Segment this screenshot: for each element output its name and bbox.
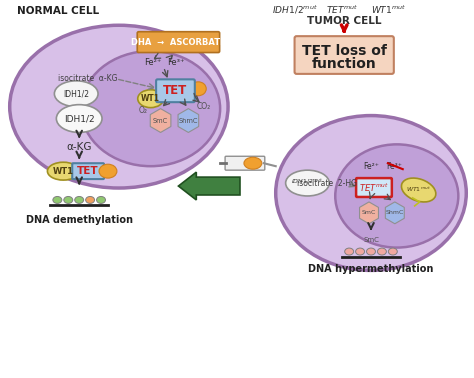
Polygon shape bbox=[385, 202, 404, 224]
Ellipse shape bbox=[366, 248, 375, 255]
Text: $WT1^{mut}$: $WT1^{mut}$ bbox=[406, 186, 431, 194]
FancyBboxPatch shape bbox=[72, 163, 104, 179]
Text: SmC: SmC bbox=[153, 118, 168, 124]
Ellipse shape bbox=[75, 197, 83, 203]
Polygon shape bbox=[360, 202, 378, 224]
Ellipse shape bbox=[47, 162, 79, 180]
Text: O₂: O₂ bbox=[138, 106, 147, 115]
Text: IDH1/2: IDH1/2 bbox=[63, 89, 89, 98]
Ellipse shape bbox=[401, 178, 436, 202]
Text: WT1: WT1 bbox=[53, 167, 74, 176]
Ellipse shape bbox=[244, 157, 262, 169]
Ellipse shape bbox=[56, 105, 102, 132]
Text: WT1: WT1 bbox=[141, 94, 160, 103]
Polygon shape bbox=[150, 108, 171, 132]
Text: isocitrate  2-HG: isocitrate 2-HG bbox=[297, 178, 357, 187]
FancyBboxPatch shape bbox=[356, 178, 392, 197]
Text: SmC: SmC bbox=[363, 237, 379, 243]
Ellipse shape bbox=[81, 51, 220, 166]
Text: NORMAL CELL: NORMAL CELL bbox=[17, 6, 99, 16]
Text: TUMOR CELL: TUMOR CELL bbox=[307, 16, 382, 26]
Text: DNA demethylation: DNA demethylation bbox=[26, 215, 133, 225]
FancyBboxPatch shape bbox=[156, 79, 195, 102]
Text: Fe²⁺: Fe²⁺ bbox=[363, 162, 379, 171]
Text: Fe³⁺: Fe³⁺ bbox=[386, 162, 402, 171]
Ellipse shape bbox=[64, 197, 73, 203]
Text: isocitrate  α-KG: isocitrate α-KG bbox=[58, 74, 118, 83]
Ellipse shape bbox=[335, 144, 458, 248]
Ellipse shape bbox=[356, 248, 365, 255]
Ellipse shape bbox=[138, 90, 164, 108]
Text: $IDH1/2^{mut}$: $IDH1/2^{mut}$ bbox=[272, 3, 318, 15]
Ellipse shape bbox=[191, 82, 206, 96]
Text: $TET^{mut}$: $TET^{mut}$ bbox=[326, 3, 358, 15]
Text: TET: TET bbox=[77, 166, 99, 176]
FancyBboxPatch shape bbox=[225, 156, 265, 170]
Text: ShmC: ShmC bbox=[386, 210, 404, 215]
Ellipse shape bbox=[97, 197, 106, 203]
Polygon shape bbox=[178, 108, 199, 132]
Ellipse shape bbox=[53, 197, 62, 203]
Ellipse shape bbox=[86, 197, 95, 203]
Text: α-KG: α-KG bbox=[66, 143, 92, 152]
Ellipse shape bbox=[286, 170, 329, 196]
Text: Fe³⁺: Fe³⁺ bbox=[167, 59, 184, 67]
Text: $IDH1/2^{mut}$: $IDH1/2^{mut}$ bbox=[292, 177, 324, 186]
Text: IDH1/2: IDH1/2 bbox=[64, 114, 94, 123]
Text: ShmC: ShmC bbox=[179, 118, 198, 124]
Ellipse shape bbox=[377, 248, 386, 255]
Text: TET: TET bbox=[164, 84, 188, 97]
Text: TET loss of: TET loss of bbox=[302, 44, 387, 58]
Ellipse shape bbox=[99, 164, 117, 178]
Ellipse shape bbox=[345, 248, 354, 255]
FancyBboxPatch shape bbox=[137, 32, 219, 53]
FancyArrow shape bbox=[178, 172, 240, 200]
Ellipse shape bbox=[9, 25, 228, 188]
Ellipse shape bbox=[55, 81, 98, 107]
Text: $WT1^{mut}$: $WT1^{mut}$ bbox=[371, 3, 406, 15]
Text: function: function bbox=[312, 57, 376, 71]
Text: Fe²⁺: Fe²⁺ bbox=[144, 59, 161, 67]
Ellipse shape bbox=[276, 116, 466, 270]
Text: DHA  →  ASCORBATE: DHA → ASCORBATE bbox=[131, 38, 226, 46]
Text: SmC: SmC bbox=[362, 210, 376, 215]
Text: CO₂: CO₂ bbox=[196, 102, 210, 111]
FancyBboxPatch shape bbox=[294, 36, 394, 74]
Ellipse shape bbox=[388, 248, 397, 255]
Text: $TET^{mut}$: $TET^{mut}$ bbox=[359, 182, 389, 194]
Text: DNA hypermethylation: DNA hypermethylation bbox=[308, 265, 434, 274]
